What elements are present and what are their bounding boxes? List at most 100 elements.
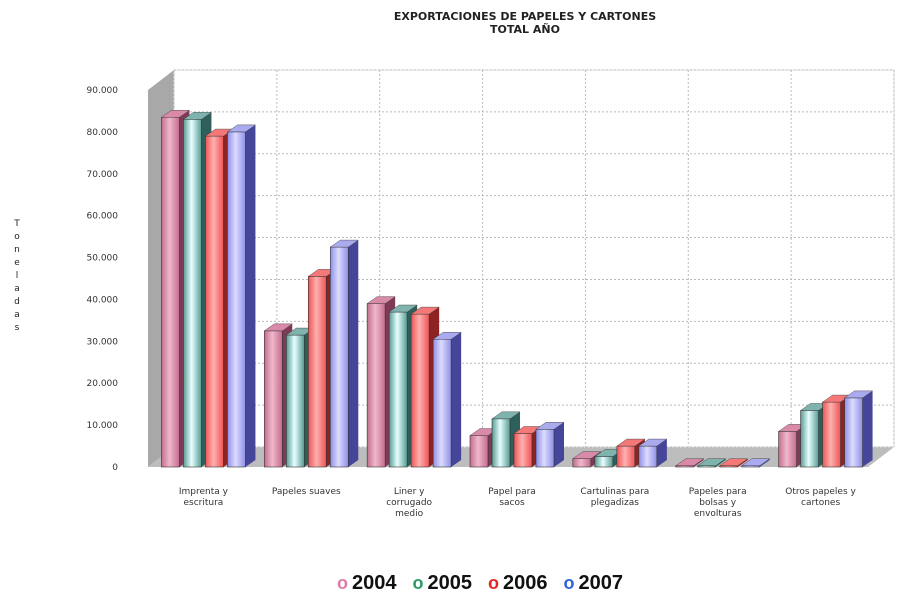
category-label-line: corrugado [386, 498, 432, 508]
bar-side [862, 390, 873, 467]
category-label-line: sacos [499, 498, 525, 508]
y-tick-label: 10.000 [87, 421, 119, 431]
bar-front [366, 303, 386, 468]
bar-top [491, 411, 521, 420]
bar [535, 422, 565, 468]
bar [226, 124, 257, 468]
category-label-line: bolsas y [699, 498, 736, 508]
bar-side [693, 458, 704, 467]
y-axis-label-letter: T [14, 219, 20, 229]
bar-front [616, 445, 636, 468]
bar-top [366, 296, 396, 304]
bar-front [535, 428, 555, 468]
category-label-line: Imprenta y [179, 487, 229, 497]
y-axis-label-letter: d [14, 297, 20, 307]
bar-front [491, 418, 511, 468]
bar [719, 458, 749, 468]
bar-front [513, 433, 533, 468]
y-tick-label: 40.000 [87, 295, 119, 305]
bar-front [227, 131, 246, 468]
legend-item: o 2006 [488, 572, 548, 595]
bar-front [183, 119, 202, 468]
y-tick-label: 60.000 [87, 212, 119, 222]
bar-front [307, 276, 327, 468]
bar-top [432, 332, 462, 340]
y-tick-label: 0 [112, 463, 118, 473]
bar-side [737, 458, 748, 467]
bar-front [800, 410, 819, 468]
category-label: Liner y corrugado medio [386, 487, 432, 519]
legend-marker-icon: o [563, 573, 575, 593]
legend-marker-icon: o [412, 573, 424, 593]
category-label: Imprenta y escritura [179, 487, 229, 508]
category-label: Cartulinas para plegadizas [580, 487, 649, 508]
bar-chart: 0 10.000 20.000 30.000 40.000 50.000 60.000 70.… [87, 69, 895, 519]
legend-item: o 2004 [337, 572, 397, 595]
y-axis-label-letter: l [15, 271, 19, 281]
bar-front [410, 313, 430, 468]
chart-title-line-2: TOTAL AÑO [490, 23, 560, 36]
y-tick-label: 20.000 [87, 379, 119, 389]
y-tick-label: 90.000 [87, 86, 119, 96]
bar-top [182, 112, 213, 120]
bar-top [410, 306, 440, 315]
bar-top [160, 110, 191, 118]
y-tick-label: 70.000 [87, 170, 119, 180]
category-label-line: Otros papeles y [785, 487, 856, 497]
bar [843, 390, 874, 468]
category-label-line: escritura [184, 498, 224, 508]
chart-title-line-1: EXPORTACIONES DE PAPELES Y CARTONES [393, 10, 657, 23]
bar [697, 458, 727, 468]
y-tick-label: 50.000 [87, 254, 119, 264]
legend-label: 2006 [503, 572, 548, 594]
bar-side [759, 458, 770, 467]
category-label-line: envolturas [694, 509, 742, 519]
legend: o 2004 o 2005 o 2006 o 2007 [0, 572, 905, 595]
y-tick-label: 80.000 [87, 128, 119, 138]
bar-top [843, 390, 874, 399]
category-labels: Imprenta y escritura Papeles suaves Liner y… [179, 487, 857, 519]
legend-label: 2005 [427, 572, 473, 594]
bar-top [697, 458, 727, 466]
bar-front [572, 458, 592, 468]
category-label-line: Papeles suaves [272, 487, 341, 497]
bar-front [822, 401, 841, 468]
category-label-line: Cartulinas para [580, 487, 649, 497]
bar-front [161, 116, 180, 468]
category-label-line: cartones [801, 498, 840, 508]
bar-side [348, 240, 359, 467]
bar-top [741, 458, 771, 466]
chart-title: EXPORTACIONES DE PAPELES Y CARTONES TOTA… [0, 10, 905, 36]
y-axis-label-letter: a [14, 284, 20, 294]
category-label: Papeles para bolsas y envolturas [689, 487, 747, 519]
bar-front [263, 330, 283, 468]
bar-side [554, 422, 564, 467]
y-axis-label-letter: e [14, 258, 20, 268]
bar-front [778, 431, 797, 468]
y-axis-label-letter: o [14, 232, 20, 242]
bar-front [432, 338, 452, 468]
bar-top [388, 304, 418, 313]
y-axis-label-letter: a [14, 310, 20, 320]
bar-top [572, 451, 602, 459]
bar [432, 332, 462, 468]
category-label-line: plegadizas [591, 498, 639, 508]
bar-top [226, 124, 257, 133]
bar-side [656, 439, 667, 467]
category-label-line: Papeles para [689, 487, 747, 497]
bar-top [263, 323, 293, 332]
category-label: Papeles suaves [272, 487, 341, 497]
bar-top [638, 438, 668, 447]
bar-side [451, 332, 462, 467]
bar [638, 438, 668, 468]
bar-side [245, 124, 256, 467]
bar-front [844, 397, 863, 468]
bar-top [329, 239, 359, 248]
bar-front [205, 135, 224, 468]
bar-front [594, 456, 614, 468]
category-label-line: Papel para [488, 487, 536, 497]
bar-top [675, 458, 705, 466]
bar-front [638, 445, 658, 468]
category-label: Papel para sacos [488, 487, 536, 508]
